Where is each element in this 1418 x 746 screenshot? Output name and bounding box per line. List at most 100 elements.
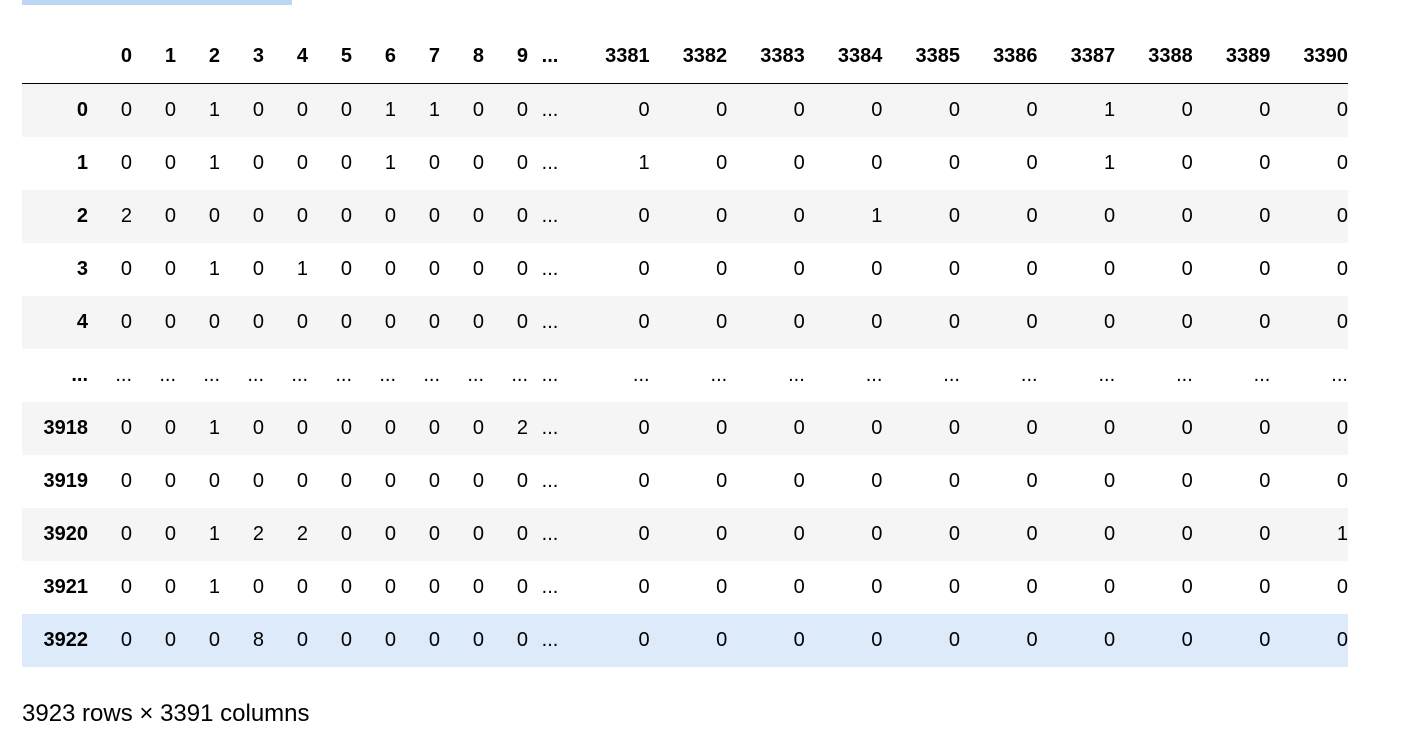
table-cell: 0: [164, 576, 176, 598]
table-cell: 2: [120, 205, 132, 227]
column-header: 3384: [804, 30, 883, 84]
table-cell: 0: [1104, 417, 1116, 439]
table-cell: 0: [340, 205, 352, 227]
table-cell: 0: [1259, 417, 1271, 439]
table-cell: 1: [428, 99, 440, 121]
table-cell: 0: [120, 629, 132, 651]
table-cell: ...: [865, 364, 883, 386]
table-cell: 0: [1104, 258, 1116, 280]
table-cell: ...: [943, 364, 960, 386]
column-header: 5: [308, 30, 352, 84]
table-cell: 0: [516, 205, 528, 227]
table-cell: 1: [208, 258, 220, 280]
column-header: 3387: [1037, 30, 1116, 84]
table-cell: 0: [428, 258, 440, 280]
table-cell: 0: [948, 470, 960, 492]
table-cell: 0: [384, 470, 396, 492]
table-row: 3921 0 0 1 0 0 0 0 0 0 0... 0 0 0 0 0 0 0 0 0 0: [22, 561, 1348, 614]
table-cell: 0: [716, 523, 728, 545]
table-cell: 0: [120, 311, 132, 333]
table-cell: 0: [428, 629, 440, 651]
table-cell: 0: [120, 99, 132, 121]
table-cell: 0: [1181, 523, 1193, 545]
table-cell: 0: [1259, 205, 1271, 227]
table-cell: 0: [793, 470, 805, 492]
table-cell: 2: [252, 523, 264, 545]
table-cell: 0: [793, 99, 805, 121]
table-cell: 0: [164, 523, 176, 545]
table-cell: 0: [1181, 205, 1193, 227]
table-cell: 0: [716, 576, 728, 598]
table-cell: 0: [472, 205, 484, 227]
table-cell: ...: [632, 364, 650, 386]
table-cell: 0: [638, 523, 650, 545]
table-cell: 0: [716, 417, 728, 439]
table-cell: ...: [541, 311, 559, 333]
column-header: 1: [132, 30, 176, 84]
table-cell: 0: [1181, 99, 1193, 121]
table-cell: ...: [159, 364, 176, 386]
table-cell: ...: [291, 364, 308, 386]
table-cell: 0: [252, 311, 264, 333]
row-index: 3920: [43, 523, 89, 545]
table-cell: ...: [247, 364, 264, 386]
table-cell: 0: [164, 205, 176, 227]
table-cell: 0: [793, 205, 805, 227]
table-cell: 0: [1259, 311, 1271, 333]
table-cell: 0: [871, 152, 883, 174]
table-cell: 0: [472, 417, 484, 439]
column-header: 3386: [959, 30, 1038, 84]
table-cell: 0: [1026, 152, 1038, 174]
table-cell: 1: [296, 258, 308, 280]
table-cell: 0: [340, 523, 352, 545]
table-cell: ...: [541, 470, 559, 492]
table-cell: 0: [1336, 470, 1348, 492]
table-cell: 0: [516, 629, 528, 651]
table-cell: 0: [1336, 417, 1348, 439]
table-cell: 0: [340, 417, 352, 439]
table-cell: 0: [871, 99, 883, 121]
table-cell: ...: [467, 364, 484, 386]
table-cell: 0: [296, 99, 308, 121]
table-cell: 0: [948, 576, 960, 598]
table-cell: 0: [948, 629, 960, 651]
table-cell: 0: [1336, 205, 1348, 227]
ellipsis-row: ........................................…: [22, 349, 1348, 402]
table-cell: 1: [384, 99, 396, 121]
table-cell: 1: [1104, 152, 1116, 174]
table-cell: 0: [428, 576, 440, 598]
table-cell: ...: [541, 629, 559, 651]
table-cell: 0: [384, 205, 396, 227]
table-cell: 1: [871, 205, 883, 227]
table-cell: 0: [252, 576, 264, 598]
table-cell: 0: [120, 152, 132, 174]
table-cell: 0: [340, 152, 352, 174]
table-cell: 0: [1181, 470, 1193, 492]
table-cell: 0: [208, 470, 220, 492]
column-header: ...: [528, 30, 572, 84]
table-cell: 0: [1026, 523, 1038, 545]
table-cell: 0: [716, 99, 728, 121]
table-cell: 8: [252, 629, 264, 651]
table-cell: 0: [164, 417, 176, 439]
output-area-highlight: [22, 0, 292, 5]
table-cell: 0: [1104, 311, 1116, 333]
table-cell: 0: [252, 417, 264, 439]
table-cell: ...: [1176, 364, 1193, 386]
table-cell: 0: [948, 99, 960, 121]
table-cell: 0: [340, 470, 352, 492]
table-cell: 0: [716, 205, 728, 227]
table-cell: 0: [164, 311, 176, 333]
table-cell: ...: [115, 364, 132, 386]
table-cell: 0: [472, 258, 484, 280]
table-cell: 0: [1026, 311, 1038, 333]
table-cell: 0: [516, 99, 528, 121]
row-index: ...: [71, 364, 88, 386]
table-cell: 0: [296, 205, 308, 227]
table-header: 0 1 2 3 4 5 6 7 8 9... 3381 3382 3383 3384 3385 3386 338…: [22, 30, 1348, 84]
table-cell: 0: [164, 99, 176, 121]
table-cell: 0: [1181, 258, 1193, 280]
table-cell: 0: [793, 576, 805, 598]
table-cell: 1: [384, 152, 396, 174]
table-cell: 1: [208, 576, 220, 598]
